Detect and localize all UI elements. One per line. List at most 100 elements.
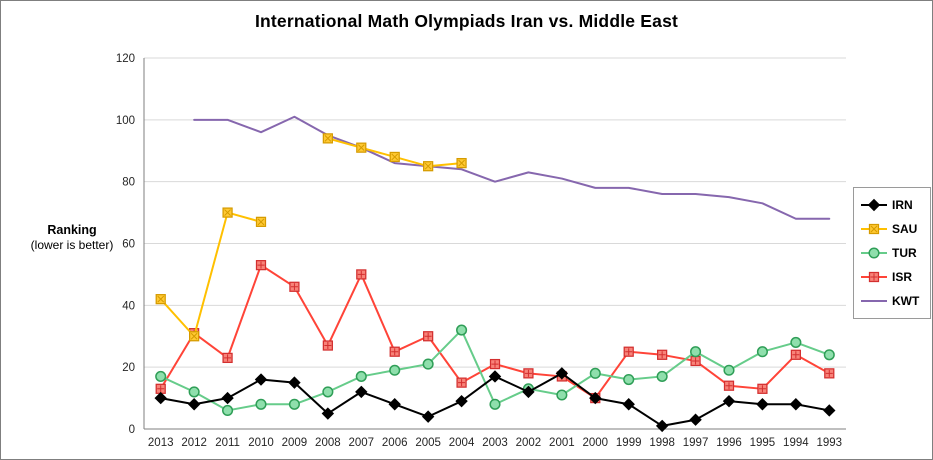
- x-tick-label: 2007: [348, 437, 374, 449]
- marker-TUR: [255, 398, 267, 410]
- legend-label: IRN: [892, 198, 913, 212]
- legend-marker-tur-icon: [861, 247, 887, 259]
- marker-TUR: [790, 336, 802, 348]
- marker-TUR: [456, 324, 468, 336]
- x-tick-label: 2000: [582, 437, 608, 449]
- marker-IRN: [689, 413, 702, 426]
- y-axis-title-sub: (lower is better): [30, 238, 114, 252]
- marker-glyph: [324, 135, 332, 142]
- marker-glyph: [391, 153, 399, 161]
- y-axis-title-main: Ranking: [47, 223, 97, 237]
- x-tick-label: 2004: [449, 437, 475, 449]
- y-tick-label: 120: [116, 53, 135, 65]
- marker-glyph: [491, 360, 499, 368]
- marker-IRN: [789, 398, 803, 411]
- x-tick-label: 2005: [415, 437, 441, 449]
- legend-marker-kwt-icon: [861, 300, 887, 302]
- marker-glyph: [458, 159, 465, 167]
- marker-glyph: [357, 144, 365, 152]
- marker-TUR: [422, 358, 434, 370]
- legend-label: SAU: [892, 222, 918, 236]
- marker-glyph: [792, 351, 800, 359]
- marker-IRN: [288, 376, 301, 389]
- marker-IRN: [455, 394, 468, 408]
- legend: IRN SAU TUR ISR KWT: [853, 187, 931, 319]
- legend-item-TUR: TUR: [860, 246, 924, 260]
- marker-TUR: [288, 398, 300, 410]
- marker-glyph: [157, 385, 165, 393]
- marker-glyph: [324, 342, 332, 350]
- marker-IRN: [321, 407, 335, 420]
- chart-title: International Math Olympiads Iran vs. Mi…: [254, 11, 679, 31]
- marker-TUR: [756, 346, 768, 358]
- marker-IRN: [355, 385, 368, 399]
- marker-glyph: [725, 382, 733, 390]
- marker-glyph: [224, 354, 232, 362]
- x-tick-label: 1994: [783, 437, 809, 449]
- marker-TUR: [188, 386, 200, 398]
- x-tick-label: 2013: [148, 437, 174, 449]
- marker-IRN: [221, 391, 234, 405]
- x-tick-label: 1995: [750, 437, 776, 449]
- legend-item-KWT: KWT: [860, 294, 924, 308]
- legend-label: TUR: [892, 246, 917, 260]
- x-tick-label: 2008: [315, 437, 341, 449]
- marker-glyph: [190, 332, 198, 340]
- marker-TUR: [322, 386, 334, 398]
- x-tick-label: 1999: [616, 437, 642, 449]
- legend-label: ISR: [892, 270, 913, 284]
- y-tick-label: 80: [122, 177, 135, 189]
- marker-IRN: [823, 404, 836, 417]
- x-tick-label: 2011: [215, 437, 240, 449]
- series-line-SAU: [159, 211, 262, 338]
- marker-IRN: [867, 198, 881, 212]
- legend-marker-sau-icon: [861, 223, 887, 235]
- marker-IRN: [187, 398, 201, 411]
- marker-TUR: [589, 367, 601, 379]
- marker-glyph: [290, 283, 298, 291]
- marker-glyph: [224, 209, 231, 216]
- marker-glyph: [870, 225, 878, 233]
- marker-IRN: [421, 410, 435, 423]
- marker-IRN: [555, 367, 569, 380]
- marker-IRN: [254, 373, 268, 386]
- marker-TUR: [868, 247, 880, 259]
- marker-glyph: [458, 379, 466, 387]
- legend-marker-irn-icon: [861, 198, 887, 212]
- x-tick-label: 2006: [382, 437, 408, 449]
- marker-glyph: [758, 385, 766, 393]
- marker-TUR: [155, 370, 167, 382]
- marker-TUR: [823, 349, 835, 361]
- legend-item-IRN: IRN: [860, 198, 924, 212]
- marker-TUR: [489, 398, 501, 410]
- marker-TUR: [389, 364, 401, 376]
- y-axis-title: Ranking (lower is better): [9, 223, 135, 252]
- marker-glyph: [870, 273, 878, 281]
- legend-item-ISR: ISR: [860, 270, 924, 284]
- marker-TUR: [623, 373, 635, 386]
- marker-glyph: [257, 218, 265, 226]
- marker-IRN: [154, 391, 167, 405]
- x-tick-label: 2012: [181, 437, 207, 449]
- y-tick-label: 60: [122, 239, 135, 251]
- marker-glyph: [625, 348, 633, 356]
- marker-glyph: [524, 369, 532, 377]
- x-tick-label: 2010: [248, 437, 274, 449]
- marker-TUR: [690, 346, 702, 358]
- marker-TUR: [222, 404, 234, 417]
- y-tick-label: 20: [122, 362, 135, 374]
- marker-IRN: [589, 391, 602, 405]
- marker-glyph: [357, 270, 365, 278]
- marker-IRN: [488, 370, 502, 383]
- marker-glyph: [257, 261, 265, 269]
- x-tick-label: 2003: [482, 437, 508, 449]
- y-tick-label: 40: [122, 300, 135, 312]
- y-tick-label: 0: [129, 424, 135, 436]
- marker-glyph: [157, 295, 165, 303]
- legend-item-SAU: SAU: [860, 222, 924, 236]
- marker-IRN: [722, 394, 736, 408]
- marker-IRN: [388, 398, 401, 411]
- marker-IRN: [522, 385, 535, 399]
